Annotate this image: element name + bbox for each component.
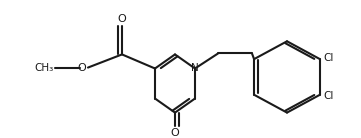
Text: Cl: Cl [323,91,334,101]
Text: O: O [78,63,86,73]
Text: O: O [171,128,179,138]
Text: Cl: Cl [323,53,334,63]
Text: N: N [191,63,199,74]
Text: O: O [118,14,126,24]
Text: CH₃: CH₃ [34,63,53,73]
